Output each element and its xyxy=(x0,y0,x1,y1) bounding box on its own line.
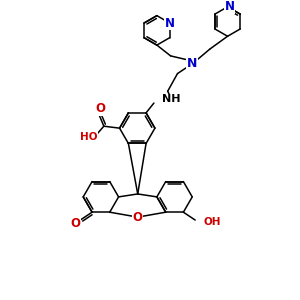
Text: N: N xyxy=(165,16,175,29)
Text: HO: HO xyxy=(80,132,98,142)
Text: O: O xyxy=(133,211,143,224)
Text: N: N xyxy=(187,57,197,70)
Text: OH: OH xyxy=(203,217,220,227)
Text: O: O xyxy=(70,218,80,230)
Text: N: N xyxy=(224,0,235,13)
Text: NH: NH xyxy=(162,94,180,104)
Text: O: O xyxy=(95,102,105,115)
